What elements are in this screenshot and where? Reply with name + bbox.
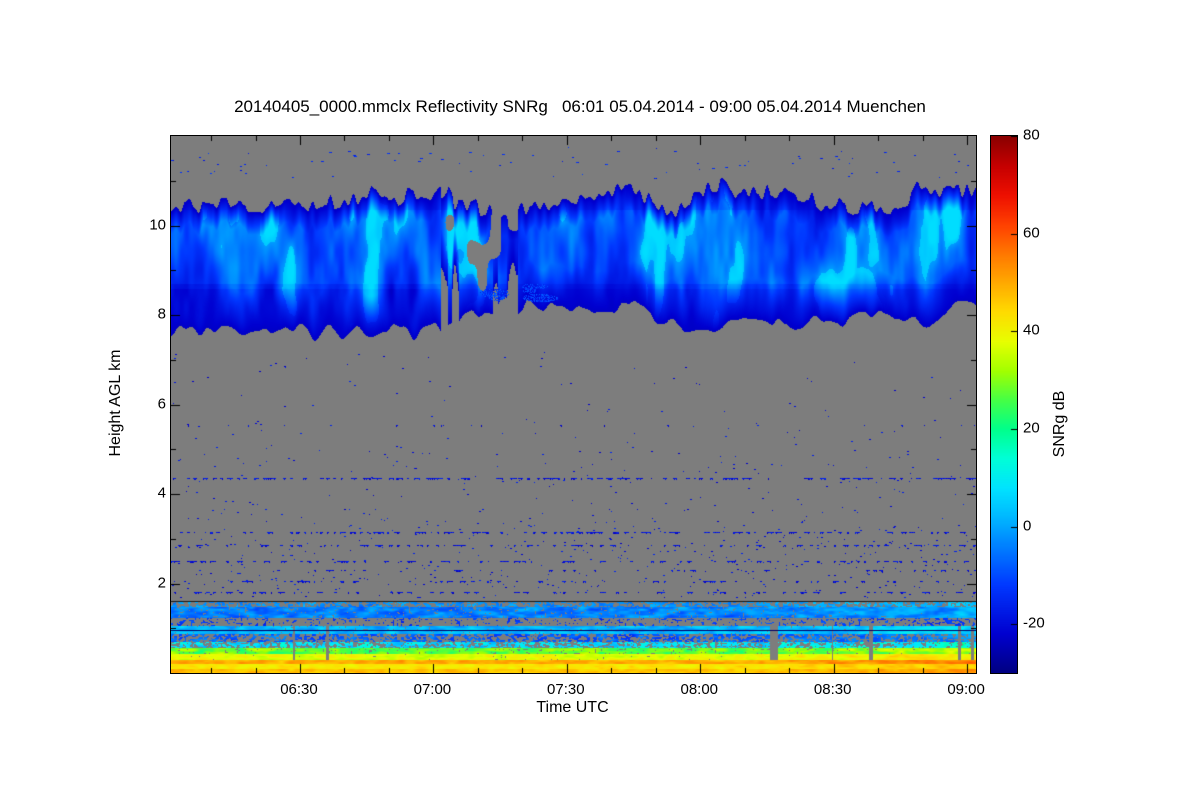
x-tick-label: 08:30 bbox=[813, 681, 852, 698]
colorbar bbox=[990, 135, 1018, 674]
heatmap-canvas bbox=[171, 136, 976, 673]
plot-area bbox=[170, 135, 977, 674]
y-tick-label: 6 bbox=[157, 395, 166, 412]
chart-title: 20140405_0000.mmclx Reflectivity SNRg 06… bbox=[234, 97, 926, 116]
colorbar-tick-label: 80 bbox=[1023, 126, 1040, 144]
colorbar-tick-label: 60 bbox=[1023, 224, 1040, 242]
y-axis-label: Height AGL km bbox=[107, 349, 124, 457]
colorbar-tick-label: -20 bbox=[1023, 614, 1045, 632]
x-tick-label: 09:00 bbox=[947, 681, 985, 698]
x-tick-label: 07:30 bbox=[547, 681, 585, 698]
x-tick-label: 08:00 bbox=[680, 681, 719, 698]
colorbar-label: SNRg dB bbox=[1051, 390, 1068, 458]
y-tick-label: 8 bbox=[157, 305, 166, 323]
colorbar-tick-label: 40 bbox=[1023, 321, 1040, 339]
x-tick-label: 07:00 bbox=[413, 681, 452, 698]
colorbar-canvas bbox=[991, 136, 1017, 673]
y-tick-label: 10 bbox=[149, 216, 166, 233]
x-axis-label: Time UTC bbox=[536, 699, 609, 716]
y-tick-label: 4 bbox=[157, 484, 166, 502]
colorbar-tick-label: 20 bbox=[1023, 419, 1040, 437]
y-tick-label: 2 bbox=[157, 574, 166, 591]
x-tick-label: 06:30 bbox=[280, 681, 318, 698]
colorbar-tick-label: 0 bbox=[1023, 517, 1032, 535]
